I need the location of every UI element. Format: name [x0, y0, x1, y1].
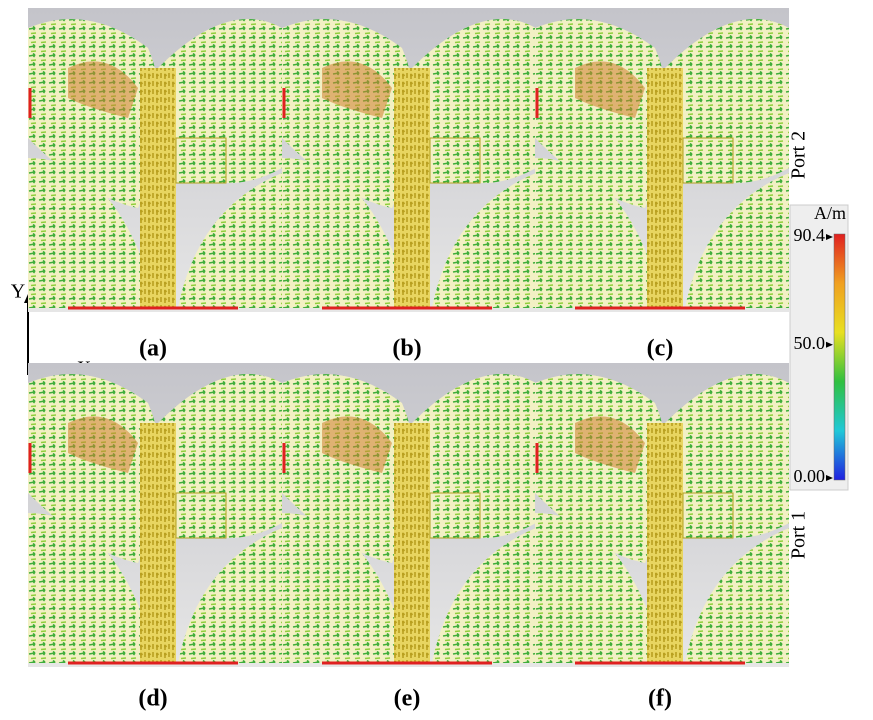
- colorbar-tick-label: 90.4: [794, 225, 826, 245]
- simulation-panel: [535, 363, 789, 667]
- panel-label: (d): [138, 686, 167, 712]
- port-label: Port 1: [788, 511, 810, 559]
- simulation-panel: [282, 363, 536, 667]
- panel-label: (e): [394, 686, 421, 712]
- colorbar-tick-label: 50.0: [794, 333, 826, 353]
- colorbar: [833, 233, 846, 481]
- simulation-panel: [28, 8, 282, 312]
- y-label: Y: [11, 281, 25, 303]
- port-label: Port 2: [788, 131, 810, 179]
- simulation-panel: [28, 363, 282, 667]
- colorbar-tick-label: 0.00: [794, 466, 826, 486]
- colorbar-tick: [826, 341, 833, 348]
- panel-label: (c): [647, 336, 674, 362]
- colorbar-tick: [826, 234, 833, 240]
- panel-label: (a): [139, 336, 167, 362]
- simulation-panel: [282, 8, 536, 312]
- colorbar-unit: A/m: [814, 203, 846, 223]
- panel-label: (b): [392, 336, 421, 362]
- panel-label: (f): [648, 686, 672, 712]
- simulation-panel: [535, 8, 789, 312]
- colorbar-tick: [826, 475, 833, 481]
